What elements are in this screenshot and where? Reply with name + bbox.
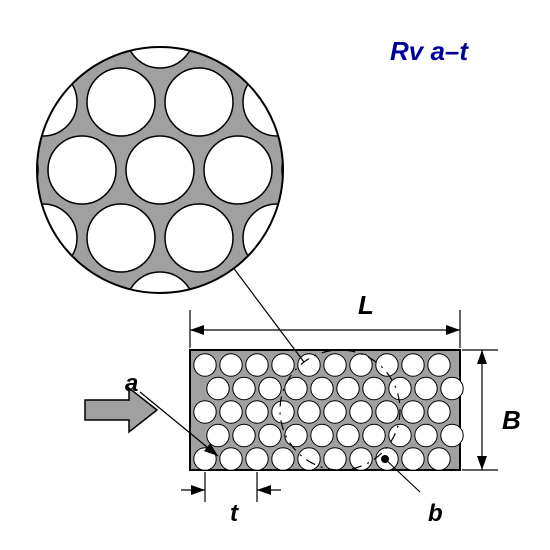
label-a: a bbox=[125, 370, 138, 398]
label-t: t bbox=[230, 500, 238, 528]
diagram-title: Rv a–t bbox=[390, 36, 468, 67]
label-L: L bbox=[358, 290, 374, 321]
label-b: b bbox=[428, 500, 443, 528]
label-B: B bbox=[502, 405, 521, 436]
